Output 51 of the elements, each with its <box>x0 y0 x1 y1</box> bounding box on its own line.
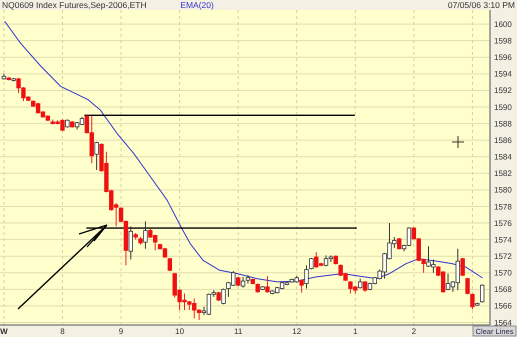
candlestick <box>334 254 338 265</box>
x-tick-label: 10 <box>175 327 185 336</box>
candlestick <box>465 277 470 295</box>
text: EMA(20) <box>180 0 214 10</box>
x-tick-label: 2 <box>412 327 417 336</box>
candlestick <box>216 291 221 302</box>
candlestick <box>309 257 314 270</box>
x-tick-label: 12 <box>292 327 302 336</box>
candlestick <box>128 226 133 260</box>
y-tick-label: 1584 <box>494 152 512 162</box>
y-tick-label: 1586 <box>494 136 512 145</box>
y-tick-label: 1598 <box>494 36 512 46</box>
line-series <box>4 21 483 282</box>
y-tick-label: 1588 <box>494 119 512 128</box>
y-tick-label: 1590 <box>494 102 512 112</box>
candlestick <box>304 264 309 290</box>
annotation: 07/05/06 3:10 PM <box>448 0 515 10</box>
chart-title: NQ0609 Index Futures,Sep-2006,ETH <box>2 0 147 10</box>
y-tick-label: 1580 <box>494 186 512 195</box>
candlestick <box>240 276 246 288</box>
candlestick <box>143 220 148 250</box>
candlestick <box>480 284 484 304</box>
y-tick-label: 1568 <box>494 285 512 294</box>
y-tick-label: 1572 <box>494 252 512 261</box>
x-tick-label: 11 <box>234 327 243 336</box>
candlestick <box>255 283 260 294</box>
y-tick-label: 1566 <box>494 302 512 311</box>
candlestick <box>470 293 475 310</box>
y-tick-label: 1594 <box>494 70 512 79</box>
candlestick <box>168 257 172 272</box>
x-tick-label: 1 <box>353 327 358 336</box>
y-tick-label: 1592 <box>494 86 512 96</box>
candlestick <box>94 141 99 170</box>
candlestick <box>236 276 240 287</box>
y-tick-label: 1582 <box>494 169 512 178</box>
y-tick-label: 1576 <box>494 218 512 228</box>
candlestick <box>397 237 402 250</box>
y-tick-label: 1600 <box>494 20 512 29</box>
x-tick-label: 9 <box>118 327 124 336</box>
y-tick-label: 1564 <box>494 318 512 328</box>
x-tick-label: 8 <box>60 327 66 336</box>
y-tick-label: 1574 <box>494 235 512 244</box>
y-tick-label: 1596 <box>494 53 512 62</box>
candlestick <box>362 280 368 292</box>
y-tick-label: 1578 <box>494 202 512 212</box>
candlestick <box>221 288 226 305</box>
y-tick-label: 1570 <box>494 268 512 278</box>
candlestick <box>358 278 362 290</box>
x-tick-label: W <box>0 327 8 336</box>
candlestick <box>299 278 304 294</box>
candlestick <box>460 257 465 277</box>
